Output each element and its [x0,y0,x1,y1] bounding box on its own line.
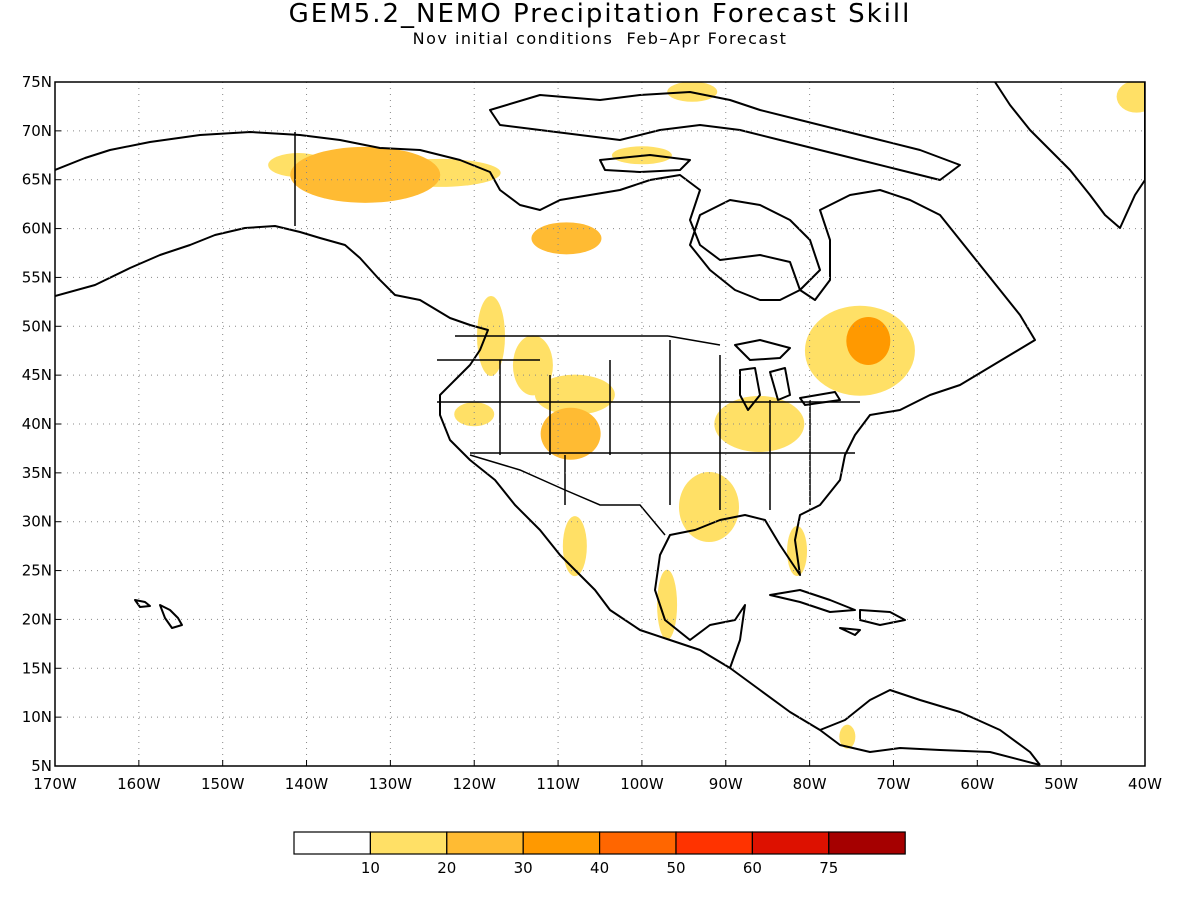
legend-swatch [675,831,754,855]
legend-swatch [369,831,448,855]
longitude-label: 120W [452,775,496,793]
longitude-label: 130W [369,775,413,793]
longitude-label: 170W [33,775,77,793]
skill-region-wyoming [534,374,615,415]
latitude-label: 25N [22,562,52,580]
latitude-label: 15N [22,659,52,677]
latitude-label: 30N [22,513,52,531]
latitude-label: 75N [22,73,52,91]
political-boundaries [294,132,860,536]
longitude-labels: 170W 160W 150W 140W 130W 120W 110W 100W 90W 80W 70… [33,760,1162,793]
legend-label: 20 [437,859,456,877]
legend-label: 40 [590,859,609,877]
skill-region-gulf-mexico-west [657,569,678,640]
skill-region-great-basin [454,402,495,427]
skill-region-alaska-yukon [290,146,441,203]
longitude-label: 140W [285,775,329,793]
longitude-label: 80W [793,775,827,793]
legend-swatch [446,831,524,855]
longitude-label: 90W [709,775,743,793]
graticule [55,82,1145,766]
skill-region-colombia [839,724,856,749]
skill-region-baja [562,516,587,577]
latitude-label: 10N [22,708,52,726]
latitude-label: 65N [22,171,52,189]
longitude-label: 100W [620,775,664,793]
map-subtitle: Nov initial conditions Feb–Apr Forecast [412,29,788,48]
longitude-label: 50W [1044,775,1078,793]
skill-region-greenland-ne [1116,82,1145,113]
plot-frame [54,81,1146,767]
skill-region-colorado [540,407,601,460]
latitude-label: 50N [22,317,52,335]
legend-label: 75 [819,859,838,877]
latitude-label: 35N [22,464,52,482]
latitude-label: 55N [22,268,52,286]
longitude-label: 60W [960,775,994,793]
legend-swatch [293,831,372,855]
legend-label: 10 [361,859,380,877]
longitude-label: 150W [201,775,245,793]
longitude-label: 160W [117,775,161,793]
legend-swatch [598,831,677,855]
skill-region-rockies-north [512,335,553,396]
latitude-label: 20N [22,610,52,628]
coastlines [55,82,1145,766]
legend-swatch [828,831,906,855]
latitude-label: 70N [22,122,52,140]
legend-label: 60 [743,859,762,877]
legend-swatch [751,831,830,855]
longitude-label: 70W [877,775,911,793]
color-legend: 10 20 30 40 50 60 75 [293,831,906,877]
skill-region-ohio-valley [714,396,805,452]
skill-region-lower-mississippi [679,472,739,543]
legend-swatch [522,831,601,855]
map-title: GEM5.2_NEMO Precipitation Forecast Skill [288,0,912,29]
latitude-label: 45N [22,366,52,384]
longitude-label: 40W [1128,775,1162,793]
legend-label: 50 [666,859,685,877]
longitude-label: 110W [536,775,580,793]
latitude-label: 60N [22,220,52,238]
latitude-label: 5N [31,757,52,775]
skill-region-hudson-east [531,222,602,255]
latitude-label: 40N [22,415,52,433]
legend-label: 30 [514,859,533,877]
skill-region-quebec [846,316,891,365]
skill-shading [268,82,1145,749]
latitude-labels: 75N 70N 65N 60N 55N 50N 45N 40N 35N 30N 25N 20N 15N 1… [22,73,61,775]
